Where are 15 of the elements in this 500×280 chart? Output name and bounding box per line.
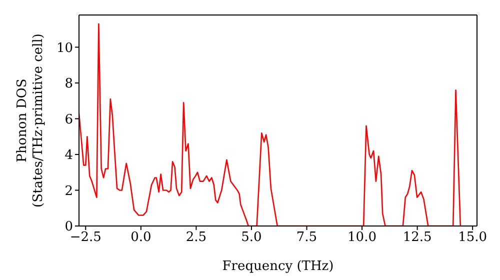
y-tick-label: 10 [56,40,73,56]
x-tick-label: 10.0 [348,230,376,246]
x-tick-label: 2.5 [186,230,207,246]
x-tick-label: 0.0 [130,230,152,246]
x-axis-title: Frequency (THz) [222,259,334,274]
y-tick-label: 2 [64,184,73,199]
x-tick-label: 15.0 [458,230,488,246]
x-tick-label: 7.5 [296,230,318,246]
y-tick-label: 8 [64,76,73,92]
x-tick-label: 5.0 [241,230,262,246]
y-tick-label: 6 [64,112,73,128]
line-series [79,23,462,226]
y-tick-label: 4 [64,148,73,164]
y-axis-title: Phonon DOS (States/THz·primitive cell) [15,33,46,208]
x-tick-label: 12.5 [402,230,432,246]
